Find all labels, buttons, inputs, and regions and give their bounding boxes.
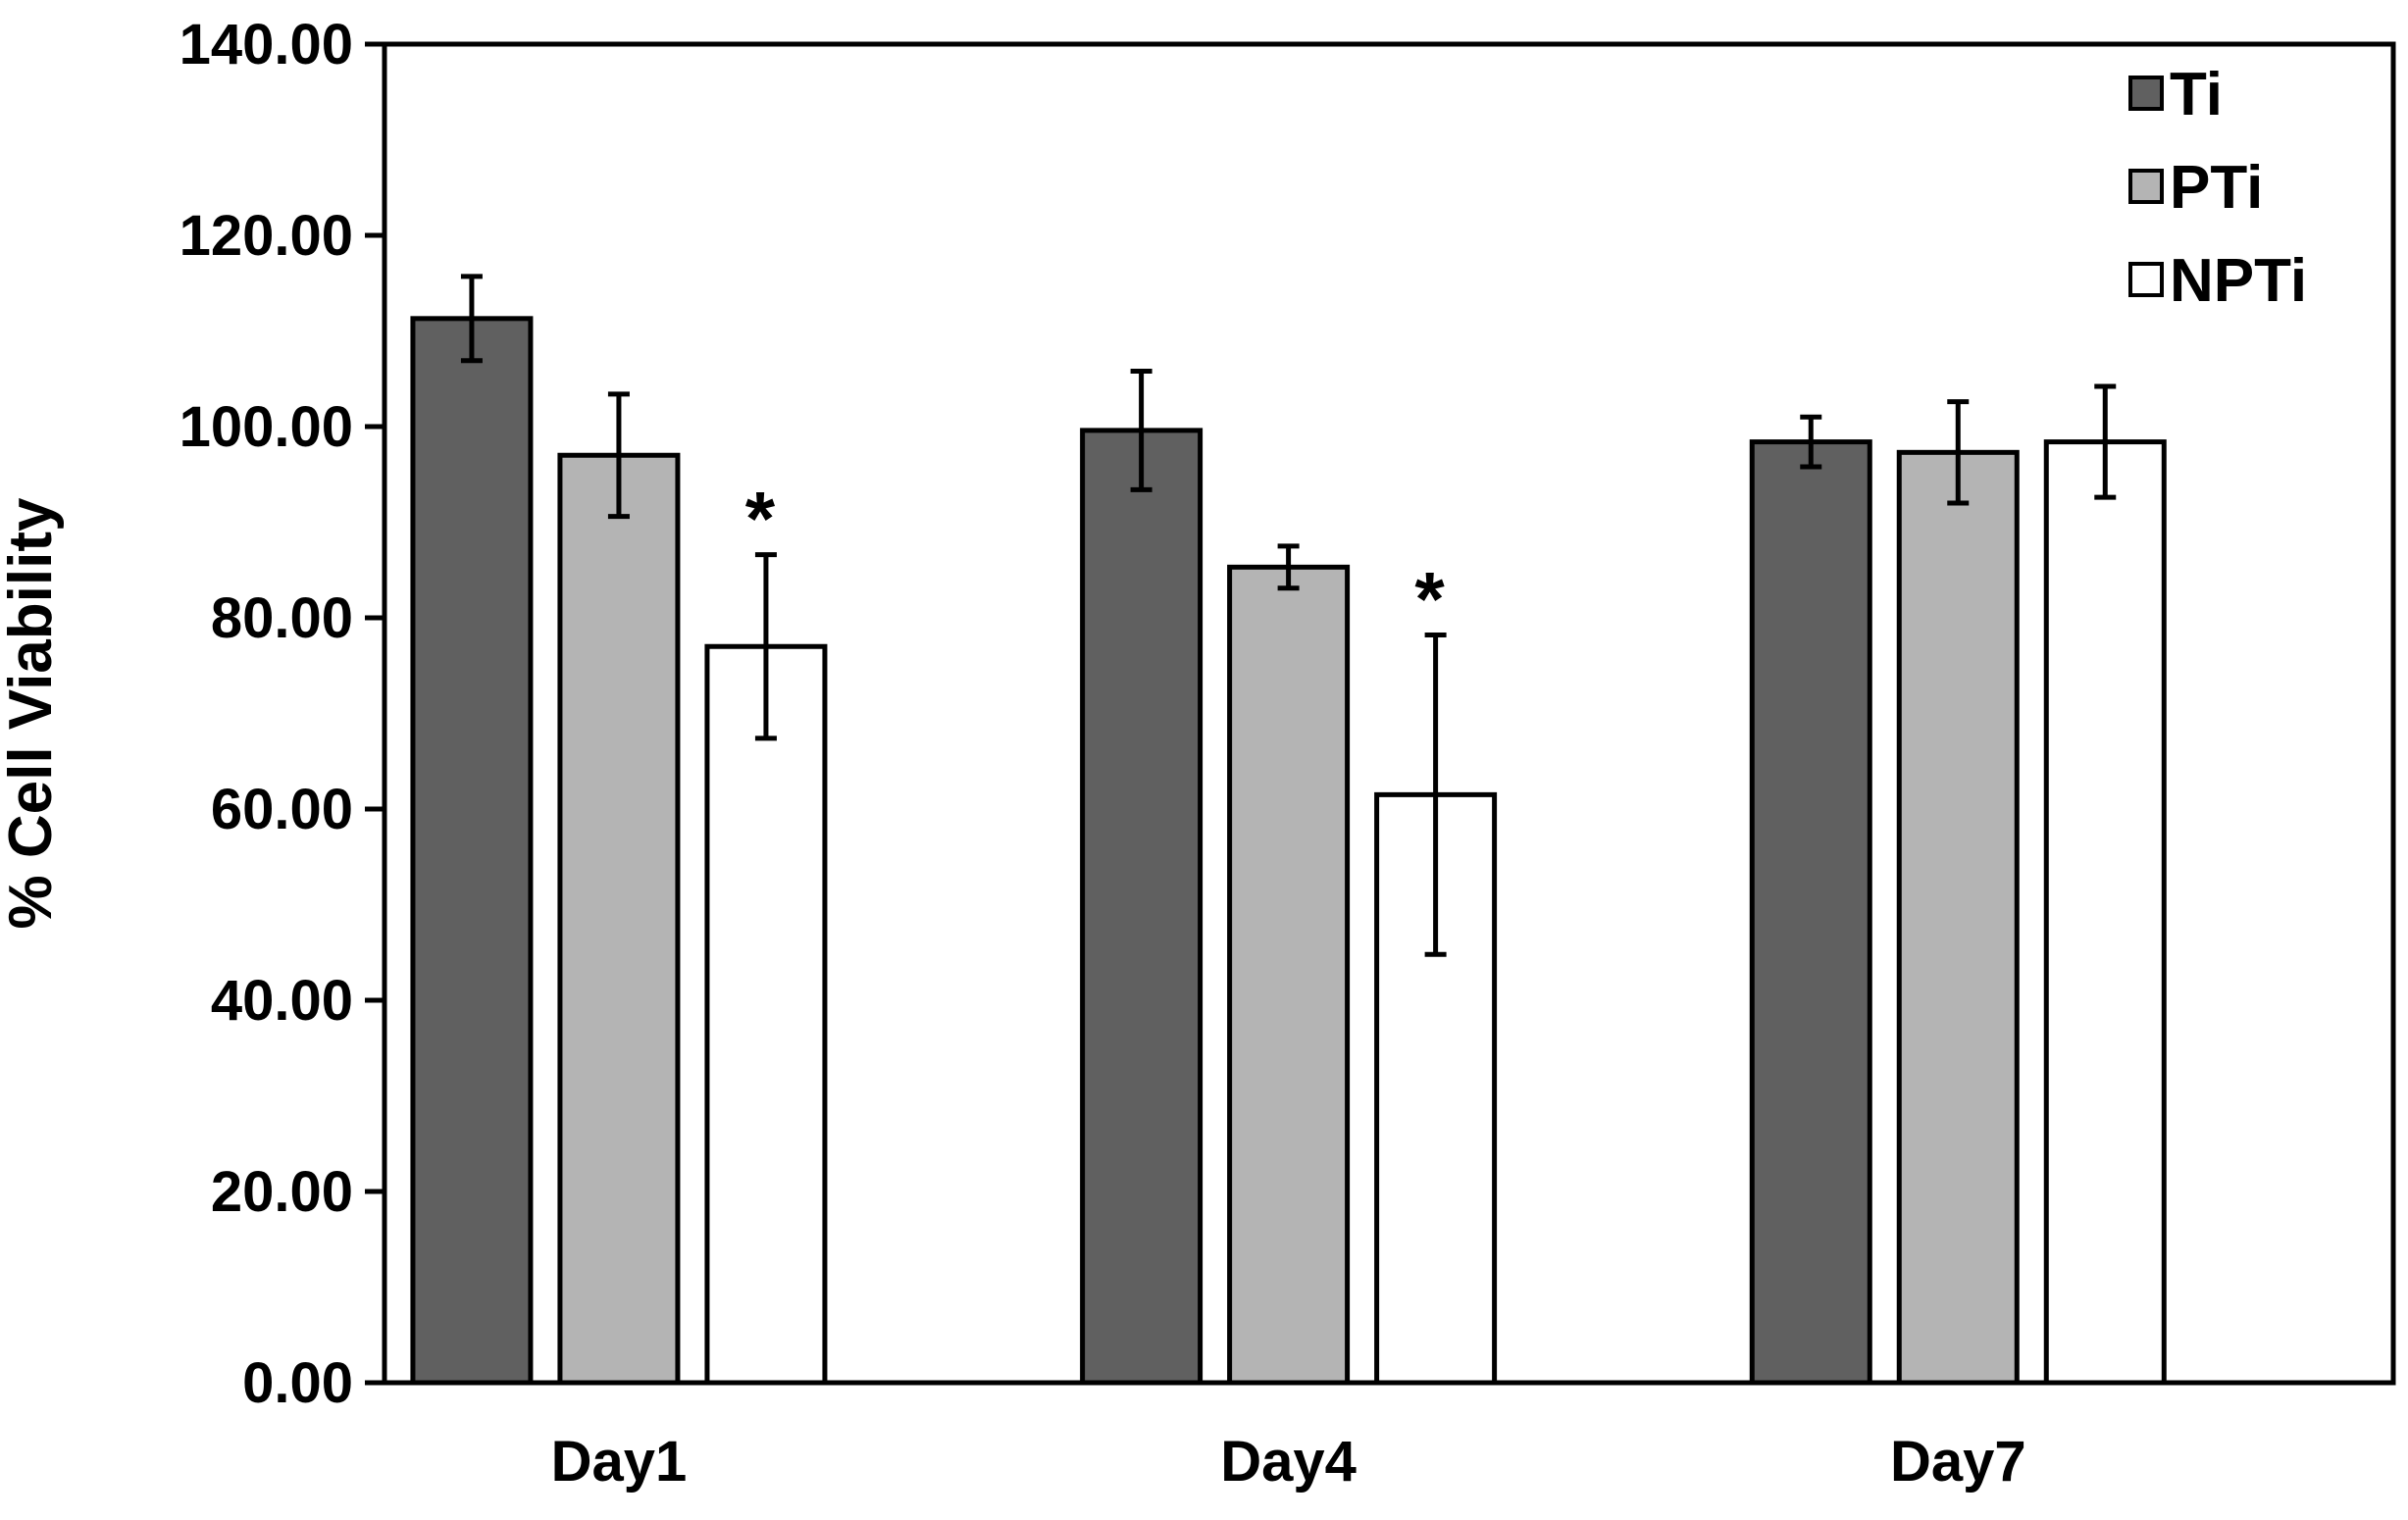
- bar-pti-day1: [557, 452, 681, 1386]
- legend-swatch-ti: [2128, 76, 2164, 111]
- bar-npti-day7: [2043, 439, 2167, 1386]
- legend-swatch-npti: [2128, 262, 2164, 297]
- y-tick-label: 20.00: [211, 1160, 353, 1224]
- x-tick-label-day1: Day1: [551, 1430, 688, 1494]
- x-tick-label-day7: Day7: [1890, 1430, 2026, 1494]
- significance-annotations: **: [745, 476, 1446, 642]
- error-bars: [460, 274, 2117, 957]
- bar-pti-day4: [1227, 564, 1351, 1386]
- legend-label-pti: PTi: [2170, 154, 2263, 222]
- y-tick-label: 40.00: [211, 969, 353, 1033]
- legend: Ti PTi NPTi: [2128, 61, 2307, 315]
- x-axis-labels: Day1 Day4 Day7: [551, 1430, 2026, 1494]
- bar-ti-day1: [410, 316, 534, 1386]
- x-tick-label-day4: Day4: [1220, 1430, 1357, 1494]
- y-tick-label: 100.00: [179, 395, 353, 459]
- significance-asterisk: *: [745, 476, 776, 562]
- bar-pti-day7: [1896, 449, 2020, 1386]
- y-tick-label: 140.00: [179, 13, 353, 76]
- legend-label-npti: NPTi: [2170, 247, 2307, 315]
- legend-swatch-pti: [2128, 169, 2164, 204]
- y-axis-title: % Cell Viability: [0, 497, 65, 929]
- y-tick-label: 120.00: [179, 204, 353, 268]
- y-axis-ticks: 0.00 20.00 40.00 60.00 80.00 100.00 120.00 140.…: [179, 13, 384, 1415]
- legend-label-ti: Ti: [2170, 61, 2223, 128]
- y-tick-label: 60.00: [211, 778, 353, 841]
- bar-ti-day4: [1080, 428, 1204, 1386]
- bar-npti-day4: [1374, 791, 1498, 1386]
- y-tick-label: 0.00: [242, 1351, 353, 1415]
- y-tick-label: 80.00: [211, 586, 353, 650]
- significance-asterisk: *: [1414, 556, 1445, 642]
- bar-npti-day1: [704, 643, 828, 1386]
- bar-ti-day7: [1749, 439, 1872, 1386]
- bars: [410, 316, 2167, 1386]
